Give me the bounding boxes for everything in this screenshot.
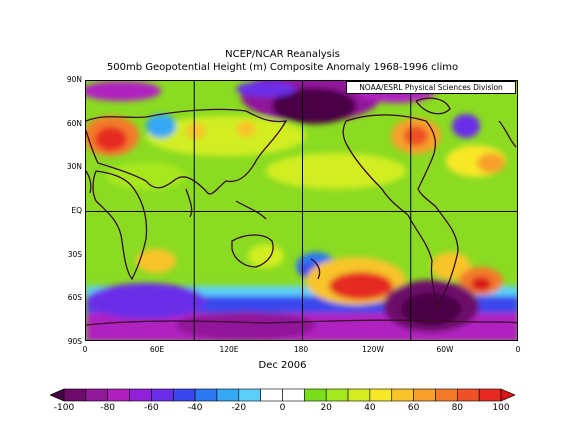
colorbar-cell [151, 388, 174, 402]
colorbar-label: 0 [279, 403, 286, 413]
colorbar-label: -20 [231, 403, 247, 413]
colorbar-cell [500, 388, 515, 402]
lon-label: 60W [436, 345, 454, 354]
colorbar-cell [85, 388, 108, 402]
colorbar-cell [413, 388, 436, 402]
colorbar-label: 80 [451, 403, 464, 413]
colorbar-label: 100 [492, 403, 510, 413]
grid-lines [86, 81, 517, 340]
colorbar-cell [325, 388, 349, 402]
lat-label: 60N [66, 119, 82, 128]
lon-label: 120W [362, 345, 384, 354]
colorbar-label: -40 [187, 403, 203, 413]
colorbar-label: -60 [144, 403, 159, 413]
colorbar-cell [50, 388, 65, 402]
colorbar-cell [216, 388, 240, 402]
map-title: NCEP/NCAR Reanalysis [225, 49, 340, 60]
lon-label: 60E [149, 345, 165, 354]
lat-label: EQ [71, 206, 82, 215]
colorbar-cell [238, 388, 261, 402]
colorbar-label: 40 [364, 403, 376, 413]
lon-label: 120E [219, 345, 239, 354]
date-caption: Dec 2006 [258, 360, 307, 371]
colorbar-label: -80 [100, 403, 116, 413]
lon-label: 0 [82, 345, 88, 354]
colorbar-cell [260, 388, 283, 402]
lat-label: 90N [66, 75, 82, 84]
colorbar-cell [172, 388, 196, 402]
coastlines [86, 97, 517, 326]
colorbar-label: -100 [53, 403, 75, 413]
colorbar [50, 388, 515, 402]
colorbar-cell [282, 388, 305, 402]
colorbar-cell [107, 388, 130, 402]
colorbar-cell [435, 388, 458, 402]
colorbar-cell [369, 388, 393, 402]
lat-label: 30S [67, 250, 82, 259]
colorbar-cell [194, 388, 218, 402]
map-subtitle: 500mb Geopotential Height (m) Composite … [106, 62, 459, 73]
lat-label: 30N [66, 162, 82, 171]
colorbar-cell [456, 388, 480, 402]
anomaly-map [85, 80, 518, 341]
lon-label: 0 [515, 345, 521, 354]
colorbar-cell [129, 388, 152, 402]
credit-label: NOAA/ESRL Physical Sciences Division [346, 81, 516, 94]
colorbar-cell [63, 388, 87, 402]
colorbar-cell [478, 388, 502, 402]
lon-label: 180 [293, 345, 309, 354]
colorbar-label: 20 [320, 403, 332, 413]
lat-label: 90S [67, 337, 82, 346]
colorbar-label: 60 [407, 403, 420, 413]
lat-label: 60S [67, 293, 82, 302]
colorbar-cell [391, 388, 414, 402]
colorbar-cell [347, 388, 371, 402]
colorbar-cell [304, 388, 327, 402]
